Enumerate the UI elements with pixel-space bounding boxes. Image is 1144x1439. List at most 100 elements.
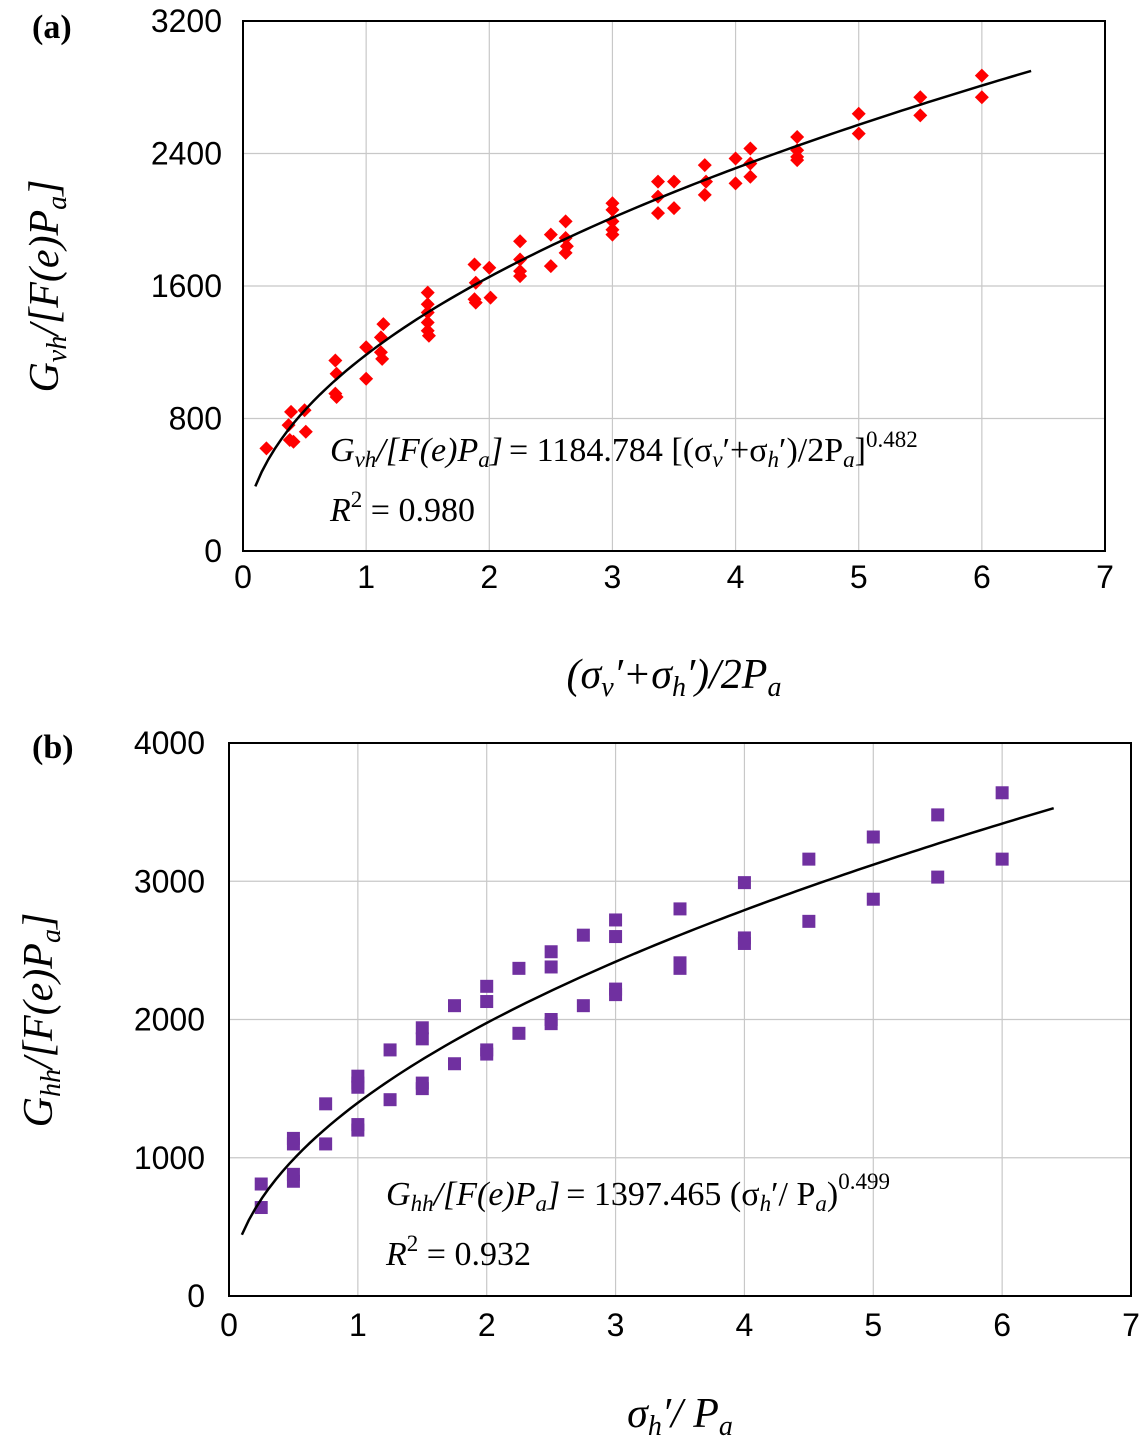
data-point [482, 260, 497, 275]
data-point [254, 1177, 268, 1191]
data-point [483, 290, 498, 305]
data-point [728, 176, 743, 191]
data-point [851, 126, 866, 141]
data-point [558, 214, 573, 229]
data-point [737, 936, 751, 950]
data-point [576, 928, 590, 942]
x-tick-label: 3 [604, 559, 622, 595]
y-tick-labels-a: 0 800 1600 2400 3200 [151, 3, 222, 569]
data-point [866, 830, 880, 844]
data-point [543, 227, 558, 242]
data-point [697, 187, 712, 202]
data-point [415, 1082, 429, 1096]
data-point [468, 295, 483, 310]
data-point [286, 1174, 300, 1188]
chart-panel-b: (b) 0 1000 2000 3000 4000 0 1 2 3 4 5 6 7 Ghh/[F(e)… [16, 725, 1140, 1439]
equation-b: Ghh/[F(e)Pa] = 1397.465 (σh′/ Pa)0.499 [386, 1169, 890, 1216]
data-point [328, 353, 343, 368]
x-tick-label: 2 [478, 1307, 496, 1343]
data-point [790, 129, 805, 144]
data-point [383, 1043, 397, 1057]
data-point [673, 902, 687, 916]
data-point [974, 90, 989, 105]
data-point [543, 259, 558, 274]
data-point [605, 202, 620, 217]
data-point [728, 151, 743, 166]
y-tick-label: 3000 [134, 863, 205, 899]
equation-a: Gvh/[F(e)Pa] = 1184.784 [(σv′+σh′)/2Pa]0.… [330, 427, 918, 472]
data-point [743, 141, 758, 156]
data-point [931, 808, 945, 822]
data-point [480, 995, 494, 1009]
data-point [329, 389, 344, 404]
x-axis-label-b: σh′/ Pa [627, 1391, 733, 1439]
data-point [790, 153, 805, 168]
y-tick-label: 1000 [134, 1140, 205, 1176]
data-point [319, 1097, 333, 1111]
data-point [420, 285, 435, 300]
data-point [383, 1093, 397, 1107]
x-tick-label: 3 [607, 1307, 625, 1343]
data-point [609, 913, 623, 927]
data-point [281, 418, 296, 433]
data-point [480, 979, 494, 993]
x-tick-labels-b: 0 1 2 3 4 5 6 7 [220, 1307, 1140, 1343]
panel-label-b: (b) [32, 729, 74, 766]
data-point [558, 245, 573, 260]
data-point [544, 945, 558, 959]
y-tick-label: 0 [187, 1278, 205, 1314]
data-point [737, 876, 751, 890]
r-squared-a: R2 = 0.980 [329, 487, 475, 529]
x-axis-label-a: (σv′+σh′)/2Pa [567, 652, 782, 703]
data-point [913, 90, 928, 105]
chart-panel-a: (a) 0 800 1600 2400 3200 0 1 2 3 4 5 6 7 Gvh/[F(e)P… [22, 3, 1114, 703]
x-tick-label: 4 [727, 559, 745, 595]
x-tick-label: 1 [357, 559, 375, 595]
x-tick-label: 2 [480, 559, 498, 595]
x-tick-label: 7 [1122, 1307, 1140, 1343]
data-point [995, 852, 1009, 866]
fit-curve-b [240, 806, 1055, 1236]
data-points-b [254, 786, 1009, 1215]
data-point [448, 1057, 461, 1071]
x-tick-label: 5 [864, 1307, 882, 1343]
x-tick-label: 1 [349, 1307, 367, 1343]
fit-curve-a [254, 69, 1032, 487]
data-point [351, 1080, 365, 1094]
data-point [995, 786, 1009, 800]
y-tick-label: 800 [169, 401, 222, 437]
data-point [420, 315, 435, 330]
y-tick-labels-b: 0 1000 2000 3000 4000 [134, 725, 205, 1314]
data-point [415, 1032, 429, 1046]
data-point [284, 404, 299, 419]
x-tick-label: 0 [220, 1307, 238, 1343]
data-point [513, 234, 528, 249]
data-point [467, 257, 482, 272]
data-point [913, 108, 928, 123]
x-tick-label: 6 [973, 559, 991, 595]
x-tick-label: 6 [993, 1307, 1011, 1343]
y-tick-label: 0 [204, 533, 222, 569]
data-point [605, 227, 620, 242]
data-point [319, 1137, 333, 1151]
data-point [866, 892, 880, 906]
data-point [650, 174, 665, 189]
panel-label-a: (a) [32, 9, 72, 46]
data-point [544, 960, 558, 974]
y-tick-label: 4000 [134, 725, 205, 761]
data-point [286, 434, 301, 449]
data-point [609, 988, 623, 1002]
data-point [376, 317, 391, 332]
data-point [512, 1026, 526, 1040]
data-point [667, 201, 681, 216]
data-point [851, 106, 866, 121]
data-point [576, 999, 590, 1013]
data-point [667, 174, 681, 189]
y-tick-label: 2000 [134, 1002, 205, 1038]
x-tick-label: 0 [234, 559, 252, 595]
y-axis-label-a: Gvh/[F(e)Pa] [22, 179, 73, 392]
plot-frame-b [228, 742, 1132, 1297]
data-point [544, 1017, 558, 1031]
plot-frame-a [242, 20, 1106, 552]
y-tick-label: 2400 [151, 136, 222, 172]
